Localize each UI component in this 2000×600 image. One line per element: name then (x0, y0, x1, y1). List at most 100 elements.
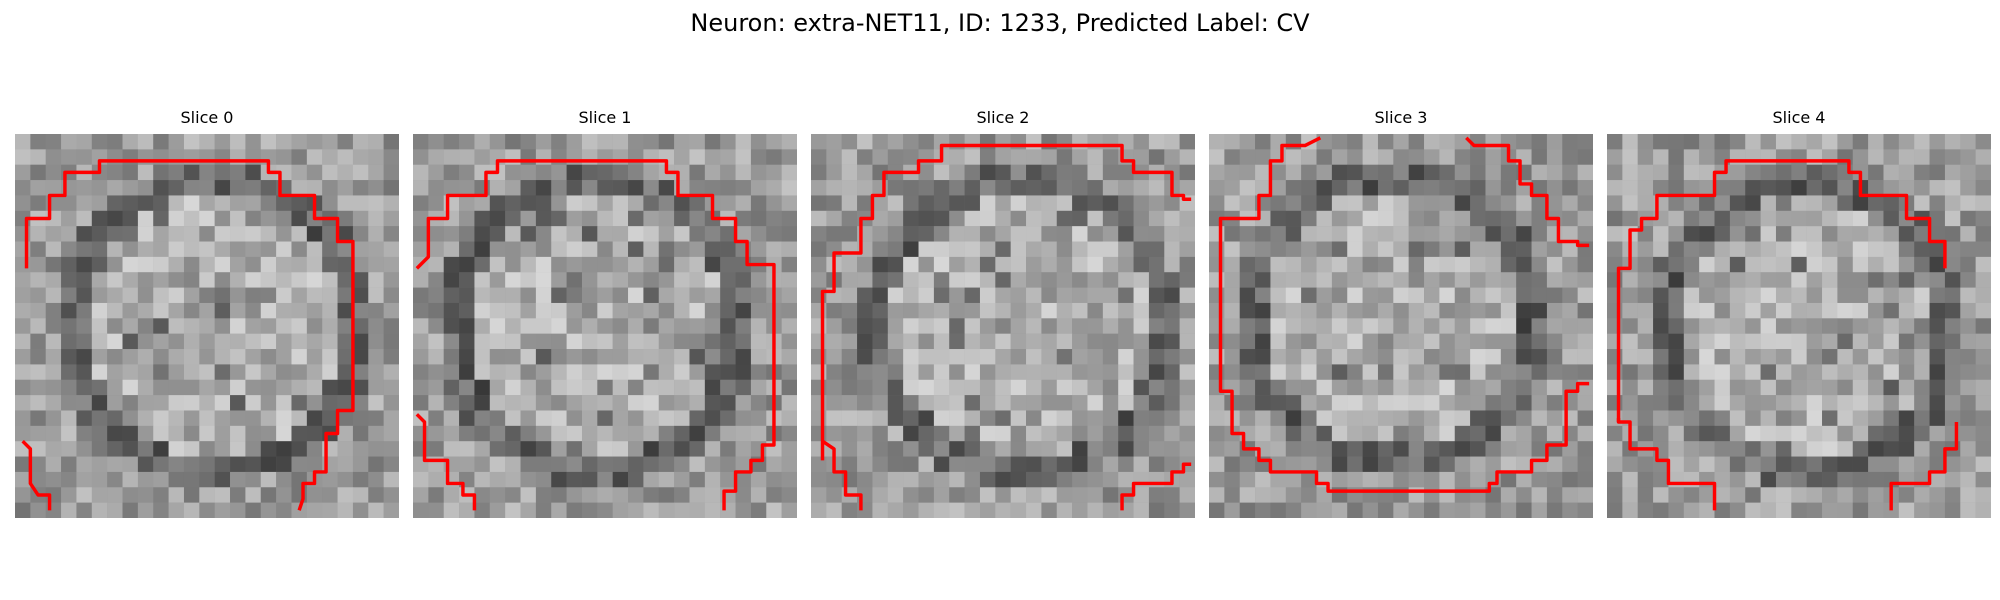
image-pixel (689, 134, 705, 150)
image-pixel (338, 487, 354, 503)
image-pixel (1041, 457, 1057, 473)
image-pixel (536, 472, 552, 488)
image-pixel (1791, 134, 1807, 150)
image-pixel (1853, 195, 1869, 211)
image-pixel (230, 441, 246, 457)
image-pixel (1684, 395, 1700, 411)
image-pixel (1118, 472, 1134, 488)
image-pixel (1224, 457, 1240, 473)
image-pixel (1853, 457, 1869, 473)
image-pixel (1378, 195, 1394, 211)
image-pixel (521, 134, 537, 150)
image-pixel (1439, 503, 1455, 518)
image-pixel (1699, 334, 1715, 350)
image-pixel (1547, 257, 1563, 273)
image-pixel (643, 272, 659, 288)
image-pixel (1072, 226, 1088, 242)
image-pixel (1976, 410, 1991, 426)
image-pixel (1868, 180, 1884, 196)
image-pixel (736, 318, 752, 334)
image-pixel (1041, 410, 1057, 426)
image-pixel (1118, 380, 1134, 396)
image-pixel (643, 288, 659, 304)
image-pixel (353, 441, 369, 457)
image-pixel (536, 318, 552, 334)
image-pixel (338, 349, 354, 365)
image-pixel (261, 134, 277, 150)
image-pixel (1103, 426, 1119, 442)
image-pixel (1270, 410, 1286, 426)
image-pixel (1684, 303, 1700, 319)
image-pixel (474, 395, 490, 411)
image-pixel (1347, 472, 1363, 488)
image-pixel (291, 380, 307, 396)
image-pixel (980, 410, 996, 426)
image-pixel (61, 441, 77, 457)
image-pixel (1439, 426, 1455, 442)
image-pixel (1914, 380, 1930, 396)
image-pixel (826, 503, 842, 518)
image-pixel (1164, 334, 1180, 350)
image-pixel (1745, 349, 1761, 365)
image-pixel (949, 426, 965, 442)
image-pixel (1393, 272, 1409, 288)
image-pixel (169, 226, 185, 242)
image-pixel (1455, 226, 1471, 242)
image-pixel (782, 487, 797, 503)
image-pixel (1103, 180, 1119, 196)
image-pixel (903, 426, 919, 442)
image-pixel (1164, 410, 1180, 426)
image-pixel (643, 211, 659, 227)
image-pixel (1347, 195, 1363, 211)
image-pixel (1684, 487, 1700, 503)
image-pixel (811, 149, 827, 165)
image-pixel (1118, 180, 1134, 196)
image-pixel (1883, 318, 1899, 334)
image-pixel (995, 334, 1011, 350)
image-pixel (965, 318, 981, 334)
image-pixel (582, 410, 598, 426)
image-pixel (1791, 395, 1807, 411)
image-pixel (1224, 242, 1240, 258)
image-pixel (384, 242, 399, 258)
image-pixel (536, 165, 552, 181)
image-pixel (1347, 257, 1363, 273)
image-pixel (76, 180, 92, 196)
image-pixel (1455, 272, 1471, 288)
image-pixel (1668, 380, 1684, 396)
image-pixel (1041, 441, 1057, 457)
image-pixel (826, 472, 842, 488)
image-pixel (1853, 134, 1869, 150)
image-pixel (1301, 165, 1317, 181)
image-pixel (1072, 472, 1088, 488)
image-pixel (1455, 211, 1471, 227)
image-pixel (1547, 242, 1563, 258)
image-pixel (1607, 503, 1623, 518)
image-pixel (1164, 487, 1180, 503)
image-pixel (705, 226, 721, 242)
image-pixel (811, 180, 827, 196)
image-pixel (307, 149, 323, 165)
image-pixel (995, 318, 1011, 334)
image-pixel (474, 472, 490, 488)
image-pixel (184, 487, 200, 503)
image-pixel (1822, 441, 1838, 457)
image-pixel (153, 288, 169, 304)
image-pixel (1883, 272, 1899, 288)
image-pixel (782, 149, 797, 165)
image-pixel (980, 211, 996, 227)
image-pixel (842, 441, 858, 457)
image-pixel (597, 349, 613, 365)
image-pixel (965, 410, 981, 426)
image-pixel (138, 503, 154, 518)
image-pixel (1501, 503, 1517, 518)
image-pixel (353, 503, 369, 518)
image-pixel (153, 457, 169, 473)
image-pixel (826, 349, 842, 365)
image-pixel (1255, 165, 1271, 181)
image-pixel (1378, 426, 1394, 442)
image-pixel (1134, 211, 1150, 227)
image-pixel (613, 410, 629, 426)
image-pixel (199, 457, 215, 473)
image-pixel (1960, 272, 1976, 288)
